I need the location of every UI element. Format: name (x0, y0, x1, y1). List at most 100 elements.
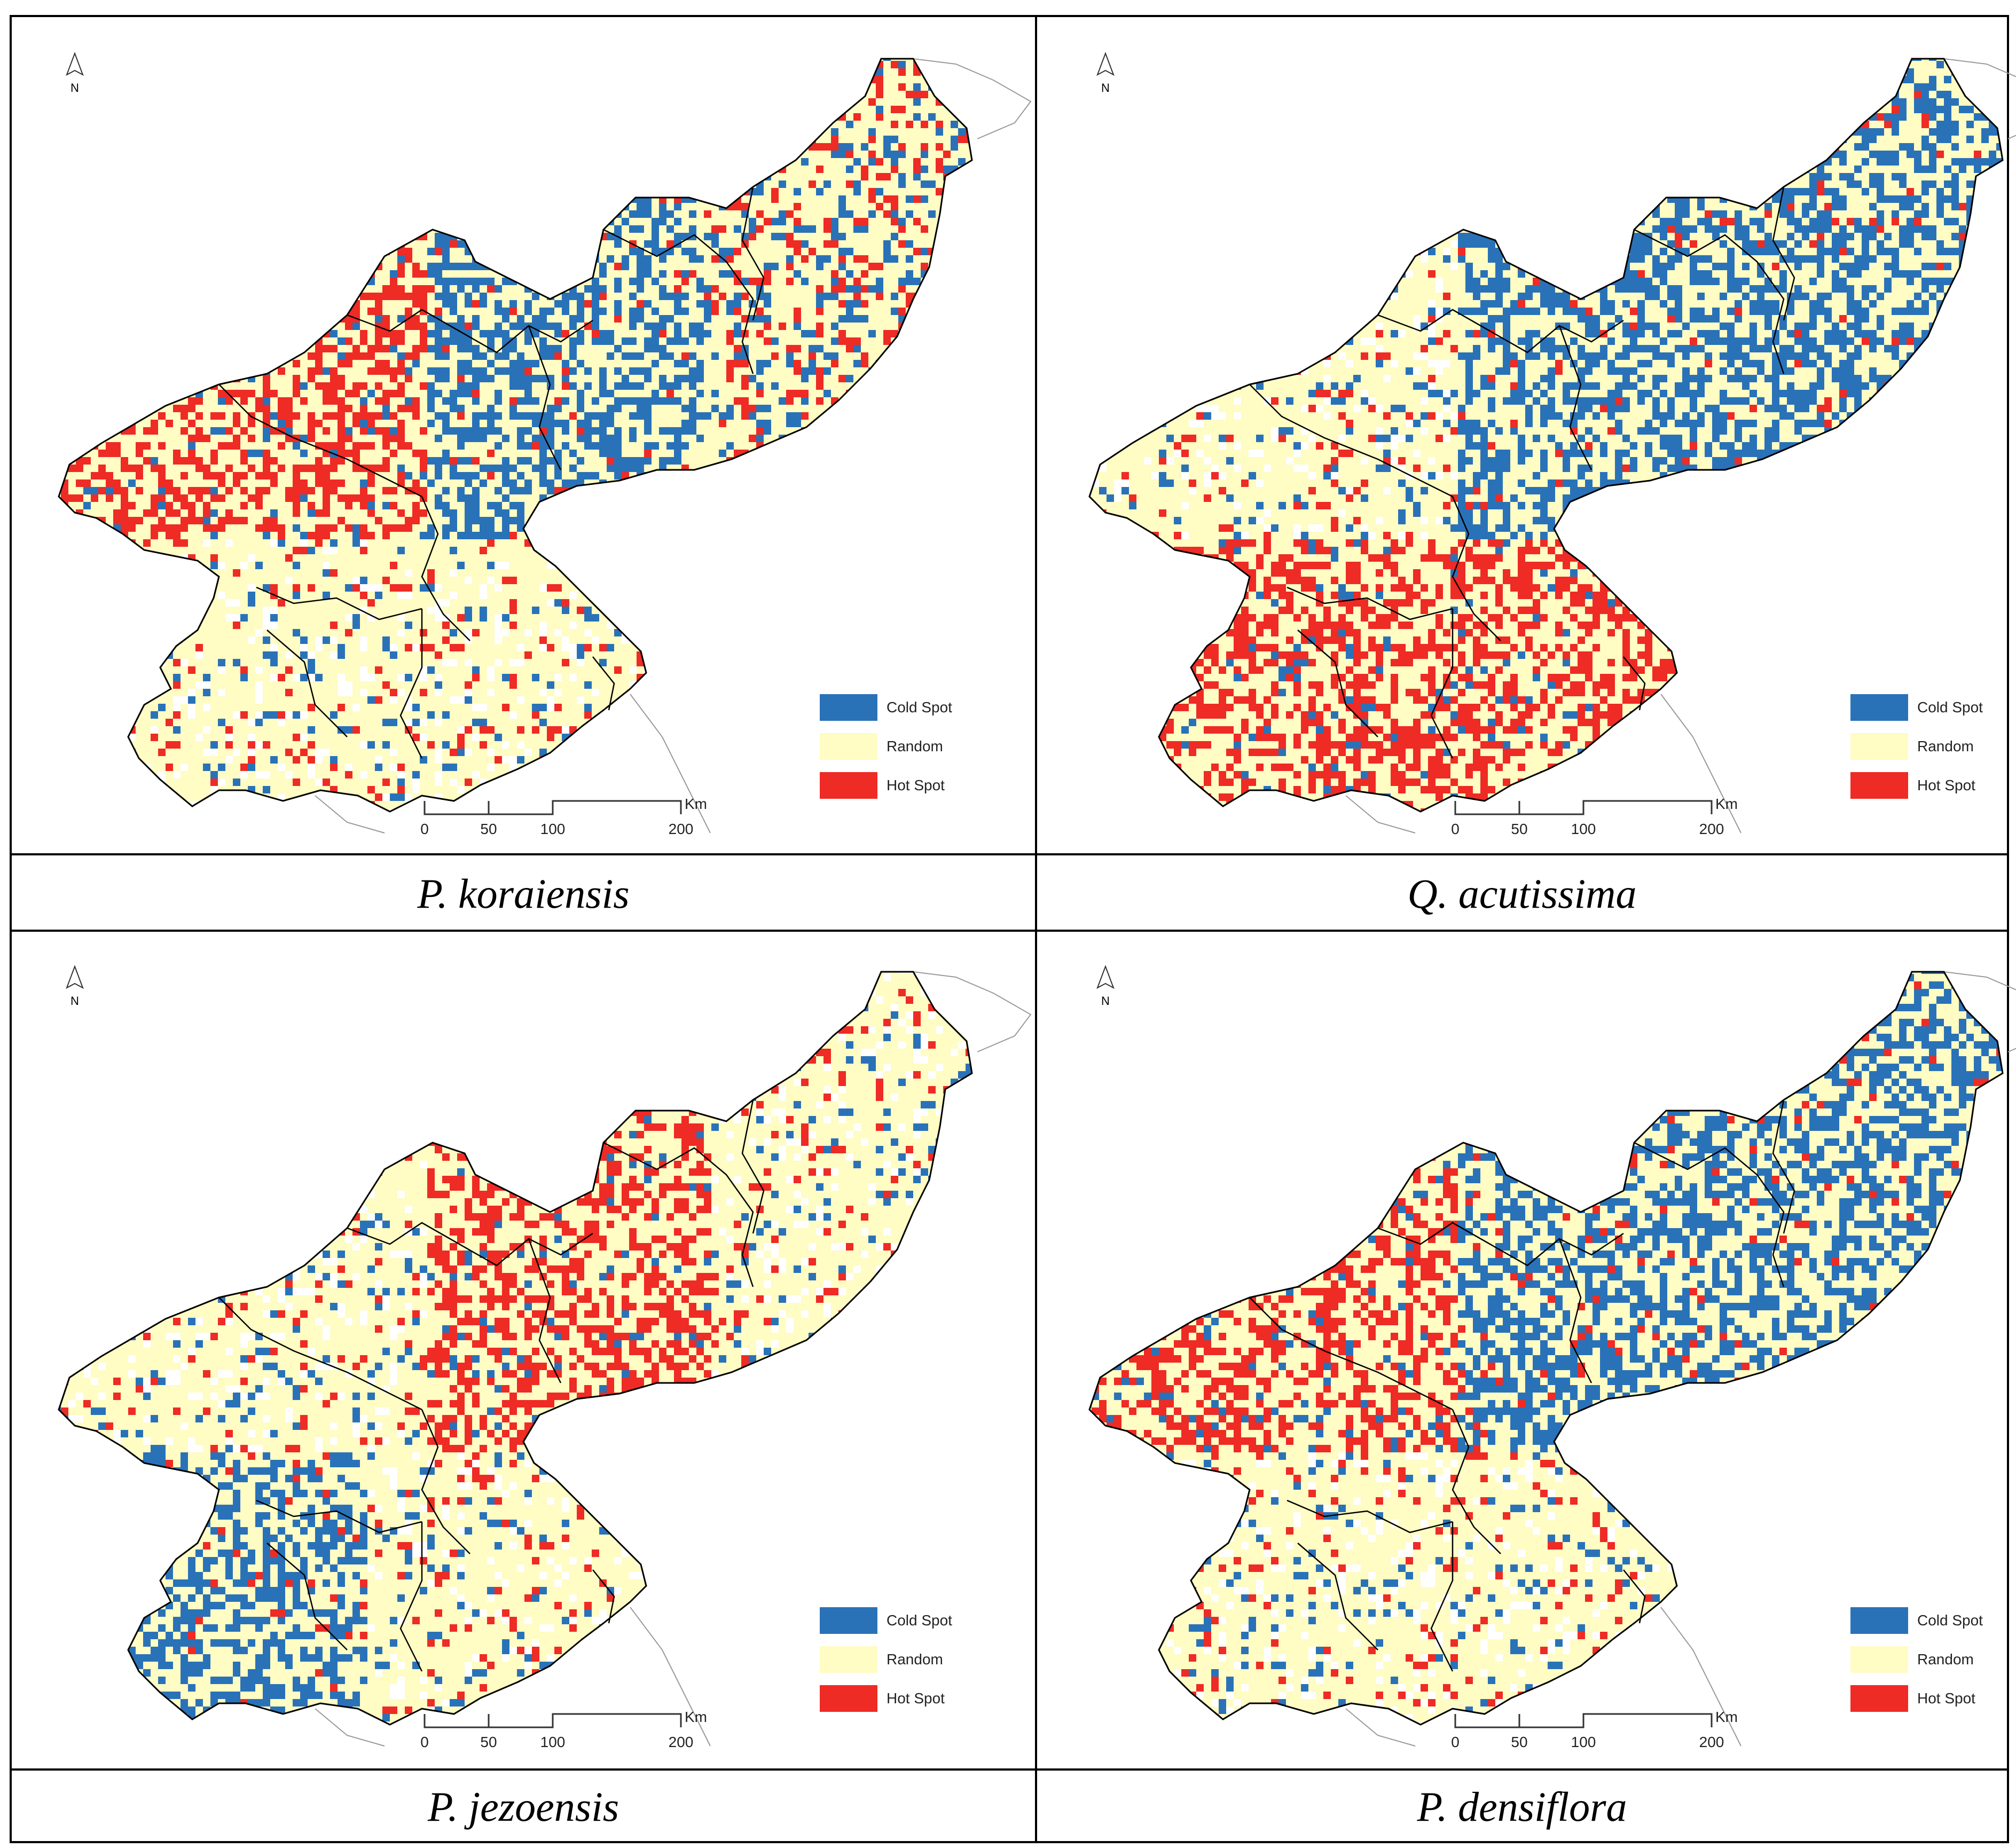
legend-cold-spot-label: Cold Spot (1917, 699, 1983, 715)
legend-hot-spot-swatch (1850, 772, 1908, 799)
province-border (528, 325, 562, 470)
province-border (1297, 1543, 1378, 1650)
coastline-south (630, 694, 711, 833)
scale-bar-line (1454, 800, 1713, 815)
north-arrow: N (1096, 52, 1115, 95)
neighbor-border (1943, 58, 2016, 139)
legend: Cold Spot Random Hot Spot (1850, 694, 1983, 799)
legend-cold-spot-label: Cold Spot (887, 699, 952, 715)
scale-unit: Km (685, 1709, 707, 1725)
province-border (1430, 1522, 1454, 1672)
province-border (1249, 384, 1453, 498)
map-panel-p-jezoensis: N Cold Spot Random Hot Spot 0 50 100 200 Km (58, 965, 1032, 1750)
province-border (266, 630, 348, 737)
scale-bar: 0 50 100 200 Km (420, 1709, 707, 1750)
province-border (1558, 325, 1593, 470)
scale-bar: 0 50 100 200 Km (1451, 796, 1738, 837)
province-border (592, 1569, 615, 1624)
province-border (256, 586, 422, 620)
border-dmz (1345, 795, 1416, 833)
north-arrow-icon (66, 965, 84, 989)
province-border (1287, 586, 1453, 620)
province-border (741, 1099, 765, 1234)
province-borders (218, 186, 765, 759)
province-border (347, 1222, 593, 1267)
north-label: N (1101, 994, 1110, 1008)
province-border (1452, 1409, 1501, 1554)
scale-label: 200 (669, 821, 694, 837)
province-border (1772, 186, 1795, 321)
province-border (421, 496, 470, 641)
legend-cold-spot-label: Cold Spot (887, 1612, 952, 1629)
legend-random-label: Random (887, 1651, 943, 1668)
province-border (1623, 1569, 1646, 1624)
caption-p-densiflora: P. densiflora (1417, 1783, 1627, 1830)
province-border (592, 656, 615, 711)
north-arrow-icon (1096, 52, 1115, 76)
coastline-south (630, 1607, 711, 1747)
legend-hot-spot-label: Hot Spot (887, 777, 945, 793)
scale-label: 50 (1511, 1734, 1527, 1750)
neighbor-border (913, 971, 1032, 1052)
province-border (218, 384, 422, 498)
scale-unit: Km (1715, 796, 1738, 812)
scale-bar-line (423, 1713, 682, 1728)
province-border (1634, 229, 1785, 374)
scale-unit: Km (1715, 1709, 1738, 1725)
coastline-south (1660, 694, 1742, 833)
legend-hot-spot-swatch (1850, 1685, 1908, 1712)
scale-label: 50 (480, 821, 497, 837)
map-panel-q-acutissima: N Cold Spot Random Hot Spot 0 50 100 200 Km (1088, 52, 2016, 837)
legend-cold-spot-label: Cold Spot (1917, 1612, 1983, 1629)
scale-label: 50 (480, 1734, 497, 1750)
scale-label: 50 (1511, 821, 1527, 837)
scale-label: 100 (1571, 1734, 1596, 1750)
legend-hot-spot-swatch (820, 1685, 877, 1712)
province-border (347, 309, 593, 353)
map-panel-p-koraiensis: N Cold Spot Random Hot Spot 0 50 100 200 Km (58, 52, 1032, 837)
border-dmz (315, 1708, 385, 1747)
legend-cold-spot-swatch (820, 1607, 877, 1634)
legend-random-label: Random (1917, 1651, 1974, 1668)
province-border (741, 186, 765, 321)
legend-cold-spot-swatch (820, 694, 877, 721)
province-border (1634, 1142, 1785, 1287)
province-border (528, 1238, 562, 1383)
panel-frame (10, 15, 2009, 1843)
scale-label: 100 (1571, 821, 1596, 837)
province-border (603, 229, 754, 374)
scale-label: 0 (1451, 1734, 1460, 1750)
province-border (421, 1409, 470, 1554)
legend-random-swatch (1850, 733, 1908, 760)
legend: Cold Spot Random Hot Spot (820, 1607, 952, 1712)
legend-hot-spot-swatch (820, 772, 877, 799)
legend-cold-spot-swatch (1850, 1607, 1908, 1634)
scale-bar: 0 50 100 200 Km (1451, 1709, 1738, 1750)
caption-q-acutissima: Q. acutissima (1408, 870, 1637, 917)
scale-bar-line (423, 800, 682, 815)
north-label: N (70, 81, 79, 95)
border-dmz (1345, 1708, 1416, 1747)
scale-label: 0 (420, 821, 429, 837)
province-border (1623, 656, 1646, 711)
legend-random-label: Random (887, 738, 943, 754)
scale-label: 200 (1699, 821, 1724, 837)
caption-p-koraiensis: P. koraiensis (417, 870, 629, 917)
north-arrow: N (66, 52, 84, 95)
scale-label: 100 (540, 1734, 566, 1750)
neighbor-border (913, 58, 1032, 139)
north-arrow-icon (1096, 965, 1115, 989)
province-border (1249, 1297, 1453, 1411)
province-border (1452, 496, 1501, 641)
scale-label: 200 (1699, 1734, 1724, 1750)
north-label: N (1101, 81, 1110, 95)
province-borders (1249, 186, 1795, 759)
coastline-south (1660, 1607, 1742, 1747)
legend-cold-spot-swatch (1850, 694, 1908, 721)
north-label: N (70, 994, 79, 1008)
province-border (1377, 1222, 1624, 1267)
province-border (1287, 1499, 1453, 1534)
legend-random-swatch (820, 1646, 877, 1673)
neighbor-border (1943, 971, 2016, 1052)
